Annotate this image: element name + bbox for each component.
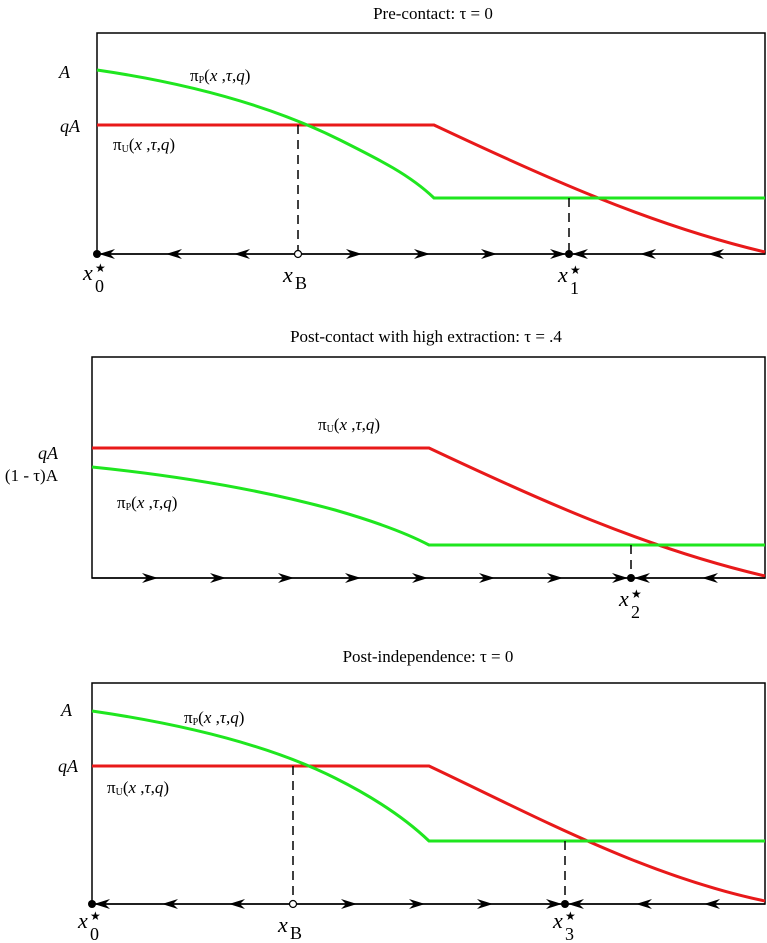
- curve-label-pi-u: πU(x ,τ,q): [113, 135, 175, 155]
- point-label-xB: x B: [282, 262, 307, 293]
- flow-arrows: [99, 249, 724, 259]
- equilibrium-dot-x2: [627, 574, 635, 582]
- pi-p-curve: [91, 709, 765, 843]
- panel-post-contact: Post-contact with high extraction: τ = .…: [5, 327, 766, 622]
- pi-u-curve: [92, 446, 766, 578]
- pi-p-curve: [96, 68, 765, 200]
- pi-u-curve: [97, 123, 766, 254]
- curve-label-pi-u: πU(x ,τ,q): [318, 415, 380, 435]
- svg-text:B: B: [290, 923, 302, 943]
- point-label-x2: x 2 ★: [618, 586, 642, 622]
- curve-label-pi-p: πP(x ,τ,q): [184, 708, 244, 728]
- point-label-xB: x B: [277, 912, 302, 943]
- y-label-A: A: [58, 62, 71, 82]
- svg-text:★: ★: [565, 909, 576, 923]
- curve-label-pi-u: πU(x ,τ,q): [107, 778, 169, 798]
- equilibrium-dot-x1: [565, 250, 573, 258]
- flow-arrows: [94, 899, 720, 909]
- point-label-x1: x 1 ★: [557, 262, 581, 298]
- svg-text:x: x: [618, 586, 629, 611]
- y-label-one-minus-tau-A: (1 - τ)A: [5, 466, 59, 485]
- svg-text:0: 0: [95, 276, 104, 296]
- y-label-qA: qA: [60, 116, 81, 136]
- svg-text:B: B: [295, 273, 307, 293]
- panel-post-independence: Post-independence: τ = 0 A qA πP(x ,τ,q)…: [58, 647, 766, 943]
- curve-label-pi-p: πP(x ,τ,q): [190, 66, 250, 86]
- equilibrium-dot-x0: [93, 250, 101, 258]
- svg-text:0: 0: [90, 924, 99, 943]
- point-label-x3: x 3 ★: [552, 908, 576, 943]
- panel-title: Pre-contact: τ = 0: [373, 4, 493, 23]
- svg-text:x: x: [82, 260, 93, 285]
- svg-text:x: x: [552, 908, 563, 933]
- unstable-dot-xB: [288, 899, 298, 909]
- panel-title: Post-contact with high extraction: τ = .…: [290, 327, 562, 346]
- svg-text:★: ★: [95, 261, 106, 275]
- svg-text:x: x: [77, 908, 88, 933]
- point-label-x0: x 0 ★: [82, 260, 106, 296]
- svg-text:★: ★: [631, 587, 642, 601]
- y-label-A: A: [60, 700, 73, 720]
- svg-text:x: x: [282, 262, 293, 287]
- panel-title: Post-independence: τ = 0: [343, 647, 514, 666]
- svg-text:1: 1: [570, 278, 579, 298]
- pi-p-curve: [91, 465, 765, 547]
- equilibrium-dot-x3: [561, 900, 569, 908]
- svg-text:2: 2: [631, 602, 640, 622]
- flow-arrows: [142, 573, 718, 583]
- svg-text:★: ★: [570, 263, 581, 277]
- pi-u-curve: [92, 764, 766, 903]
- panel-pre-contact: Pre-contact: τ = 0 A qA πP(x ,τ,q) πU(x …: [58, 4, 766, 298]
- point-label-x0: x 0 ★: [77, 908, 101, 943]
- y-label-qA: qA: [58, 756, 79, 776]
- y-label-qA: qA: [38, 443, 59, 463]
- svg-text:★: ★: [90, 909, 101, 923]
- unstable-dot-xB: [293, 249, 303, 259]
- svg-text:x: x: [557, 262, 568, 287]
- svg-text:x: x: [277, 912, 288, 937]
- equilibrium-dot-x0: [88, 900, 96, 908]
- svg-text:3: 3: [565, 924, 574, 943]
- curve-label-pi-p: πP(x ,τ,q): [117, 493, 177, 513]
